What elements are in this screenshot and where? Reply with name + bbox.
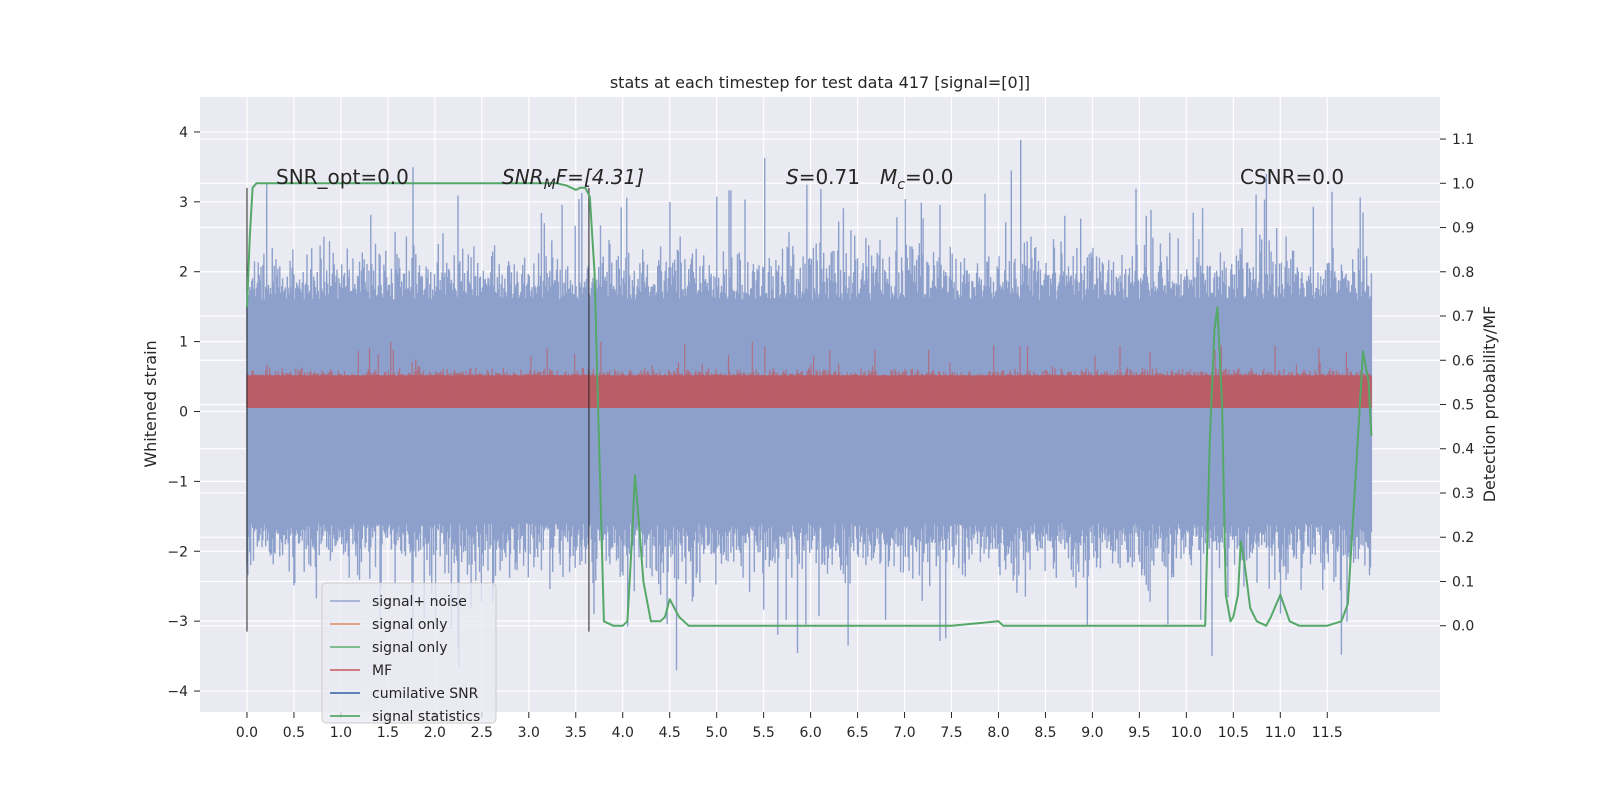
annotation-snr-mf-rest: F=[4.31] (556, 165, 644, 189)
x-tick-label: 1.0 (330, 725, 352, 741)
annotation-s-base: S (786, 165, 799, 189)
legend: signal+ noise signal only signal only MF cum… (321, 582, 497, 725)
y-tick-label: 0 (179, 404, 188, 420)
annotations: SNR_opt=0.0 SNRMF=[4.31] S=0.71 Mc=0.0 C… (276, 165, 1344, 193)
legend-box (321, 582, 497, 724)
x-tick-label: 0.0 (236, 725, 258, 741)
y2-tick-label: 0.3 (1452, 486, 1474, 502)
y-tick-label: −3 (167, 614, 188, 630)
legend-label: signal only (372, 617, 447, 633)
chart-title: stats at each timestep for test data 417… (610, 73, 1030, 92)
annotation-snr-mf-sub: M (544, 177, 556, 193)
mf-series (246, 341, 1372, 408)
x-tick-label: 3.0 (518, 725, 540, 741)
x-tick-label: 10.0 (1171, 725, 1202, 741)
x-tick-label: 2.0 (424, 725, 446, 741)
x-tick-label: 7.5 (940, 725, 962, 741)
vertical-markers (246, 187, 590, 632)
x-tick-label: 2.5 (471, 725, 493, 741)
annotation-snr-mf-base: SNR (502, 165, 544, 189)
x-tick-label: 7.0 (893, 725, 915, 741)
y2-tick-label: 0.6 (1452, 353, 1474, 369)
y-tick-label: 4 (179, 125, 188, 141)
y2-tick-label: 0.2 (1452, 530, 1474, 546)
x-tick-label: 5.0 (706, 725, 728, 741)
legend-label: signal only (372, 640, 447, 656)
y-tick-label: 3 (179, 195, 188, 211)
y-tick-label: 2 (179, 265, 188, 281)
x-tick-label: 6.0 (799, 725, 821, 741)
y-tick-label: 1 (179, 335, 188, 351)
x-tick-label: 5.5 (753, 725, 775, 741)
legend-label: MF (372, 663, 392, 679)
x-axis-ticks: 0.0 0.5 1.0 1.5 2.0 2.5 3.0 3.5 4.0 4.5 5.0 5.5 6.0 6… (236, 712, 1343, 741)
y2-axis-label: Detection probability/MF (1480, 306, 1499, 503)
y-axis-label: Whitened strain (141, 340, 160, 467)
legend-label: signal+ noise (372, 594, 467, 610)
y2-tick-label: 0.5 (1452, 398, 1474, 414)
x-tick-label: 6.5 (846, 725, 868, 741)
signal-statistics-series (246, 182, 1373, 627)
y-tick-label: −4 (167, 684, 188, 700)
x-tick-label: 11.5 (1312, 725, 1343, 741)
y2-tick-label: 0.8 (1452, 265, 1474, 281)
y2-tick-label: 1.0 (1452, 176, 1474, 192)
x-tick-label: 8.5 (1034, 725, 1056, 741)
annotation-s-rest: =0.71 (799, 165, 860, 189)
x-tick-label: 3.5 (565, 725, 587, 741)
x-tick-label: 8.0 (987, 725, 1009, 741)
y2-tick-label: 0.4 (1452, 442, 1474, 458)
x-tick-label: 10.5 (1218, 725, 1249, 741)
y2-tick-label: 0.0 (1452, 619, 1474, 635)
signal-statistics-line (246, 182, 1373, 627)
y2-axis-ticks: 1.1 1.0 0.9 0.8 0.7 0.6 0.5 0.4 0.3 0.2 0.1 0.0 (1440, 132, 1474, 635)
y-tick-label: −1 (167, 474, 188, 490)
legend-items: signal+ noise signal only signal only MF cum… (330, 594, 480, 725)
annotation-mc-rest: =0.0 (905, 165, 954, 189)
x-tick-label: 9.5 (1128, 725, 1150, 741)
y2-tick-label: 0.1 (1452, 574, 1474, 590)
x-tick-label: 4.0 (612, 725, 634, 741)
y-axis-ticks: 4 3 2 1 0 −1 −2 −3 −4 (167, 125, 200, 700)
annotation-mc-sub: c (897, 177, 905, 193)
x-tick-label: 11.0 (1265, 725, 1296, 741)
annotation-snr-opt: SNR_opt=0.0 (276, 165, 409, 189)
annotation-mc-base: M (880, 165, 897, 189)
legend-label: signal statistics (372, 709, 480, 725)
x-tick-label: 0.5 (283, 725, 305, 741)
signal-noise-series (246, 139, 1373, 671)
annotation-mc: Mc=0.0 (880, 165, 954, 193)
x-tick-label: 4.5 (659, 725, 681, 741)
x-tick-label: 9.0 (1081, 725, 1103, 741)
x-tick-label: 1.5 (377, 725, 399, 741)
annotation-csnr: CSNR=0.0 (1240, 165, 1344, 189)
y-tick-label: −2 (167, 544, 188, 560)
y2-tick-label: 0.7 (1452, 309, 1474, 325)
annotation-snr-mf: SNRMF=[4.31] (502, 165, 644, 193)
legend-label: cumilative SNR (372, 686, 479, 702)
y2-tick-label: 1.1 (1452, 132, 1474, 148)
annotation-s: S=0.71 (786, 165, 860, 189)
y2-tick-label: 0.9 (1452, 221, 1474, 237)
